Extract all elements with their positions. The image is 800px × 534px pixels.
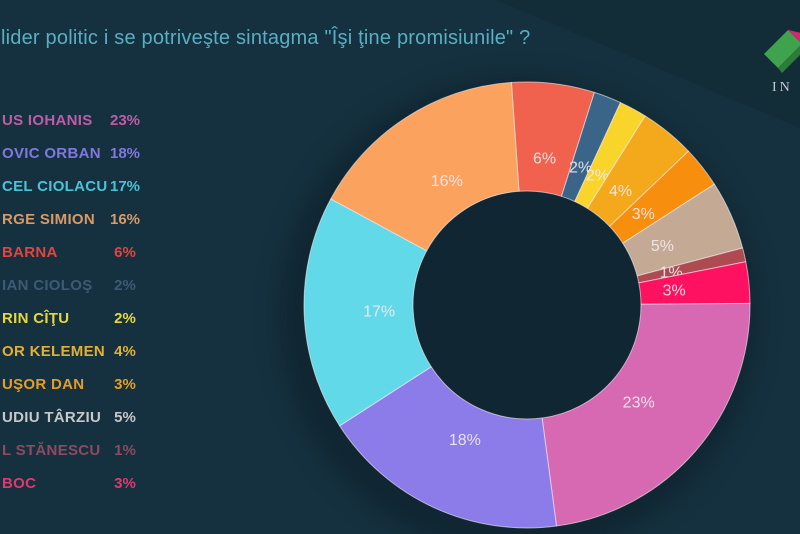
legend-value: 2% — [114, 310, 136, 327]
legend-value: 1% — [114, 442, 136, 459]
legend-value: 2% — [114, 277, 136, 294]
legend-value: 6% — [114, 244, 136, 261]
legend-label: BARNA — [2, 244, 58, 261]
donut-slice-label: 2% — [586, 167, 609, 184]
legend-value: 3% — [114, 376, 136, 393]
donut-slice-label: 5% — [651, 238, 674, 255]
legend-label: CEL CIOLACU — [2, 178, 108, 195]
legend-value: 23% — [109, 112, 141, 129]
donut-slice-label: 23% — [623, 395, 655, 412]
donut-slice — [303, 198, 432, 427]
legend-value: 18% — [109, 145, 141, 162]
cube-logo-icon — [764, 30, 800, 73]
brand-logo: IN — [762, 24, 800, 104]
donut-slice — [330, 82, 520, 252]
donut-slice-label: 18% — [449, 432, 481, 449]
donut-slice-label: 2% — [569, 160, 592, 177]
legend-label: BOC — [2, 475, 37, 492]
brand-logo-text: IN — [772, 80, 793, 95]
legend-value: 17% — [109, 178, 141, 195]
donut-slice-label: 3% — [632, 206, 655, 223]
legend-label: RGE SIMION — [2, 211, 96, 228]
donut-slice-label: 16% — [431, 173, 463, 190]
donut-slice-label: 6% — [533, 151, 556, 168]
legend-value: 3% — [114, 475, 136, 492]
legend-label: OR KELEMEN — [2, 343, 106, 360]
page-title: lider politic i se potriveşte sintagma "… — [1, 27, 531, 49]
legend-label: IAN CIOLOŞ — [2, 277, 93, 294]
legend-label: US IOHANIS — [2, 112, 93, 129]
legend-label: UŞOR DAN — [2, 376, 85, 393]
legend-label: UDIU TÂRZIU — [2, 409, 102, 426]
legend-value: 5% — [114, 409, 136, 426]
legend-value: 16% — [109, 211, 141, 228]
donut-slice-label: 3% — [663, 283, 686, 300]
legend-label: OVIC ORBAN — [2, 145, 101, 162]
chart-legend: US IOHANIS 23% OVIC ORBAN 18% CEL CIOLACU 17%… — [0, 0, 180, 534]
legend-value: 4% — [114, 343, 136, 360]
donut-slice — [541, 302, 751, 527]
donut-slice-label: 4% — [609, 183, 632, 200]
donut-slice-label: 17% — [363, 303, 395, 320]
legend-label: L STĂNESCU — [2, 442, 101, 459]
donut-slice — [339, 366, 557, 529]
legend-label: RIN CÎŢU — [2, 310, 70, 327]
